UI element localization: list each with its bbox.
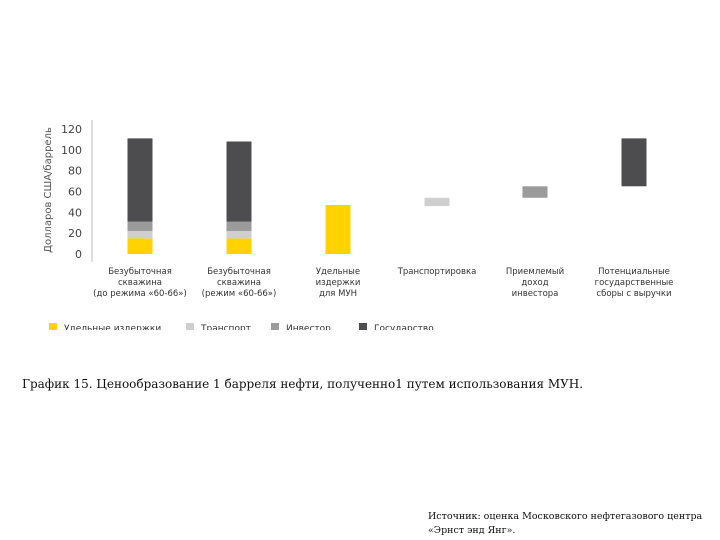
x-label-line: доход bbox=[521, 278, 548, 288]
x-label-line: Безубыточная bbox=[108, 267, 172, 277]
y-tick-label: 40 bbox=[68, 206, 82, 219]
x-label-line: (режим «60-66») bbox=[202, 289, 277, 299]
y-tick-label: 100 bbox=[61, 144, 82, 157]
legend-swatch bbox=[49, 323, 57, 330]
x-label-line: государственные bbox=[595, 278, 674, 288]
y-tick-label: 60 bbox=[68, 186, 82, 199]
x-category-label: Приемлемый доход инвестора bbox=[506, 267, 564, 299]
source-line: Источник: оценка Московского нефтегазово… bbox=[428, 511, 703, 522]
legend-label: Инвестор bbox=[286, 324, 331, 330]
x-label-line: инвестора bbox=[512, 289, 559, 299]
x-label-line: Потенциальные bbox=[598, 267, 670, 277]
x-category-label: Удельные издержки для МУН bbox=[316, 267, 361, 299]
y-tick-label: 20 bbox=[68, 227, 82, 240]
x-label-line: Безубыточная bbox=[207, 267, 271, 277]
x-category-label: Транспортировка bbox=[397, 267, 477, 277]
bar-segment bbox=[424, 197, 450, 207]
x-label-line: для МУН bbox=[319, 289, 357, 299]
bar-segment bbox=[522, 186, 548, 198]
bar-segment bbox=[226, 221, 252, 232]
legend-swatch bbox=[359, 323, 367, 330]
x-label-line: Транспортировка bbox=[397, 267, 477, 277]
legend-label: Удельные издержки bbox=[64, 324, 161, 330]
bar-segment bbox=[325, 205, 351, 254]
bar-chart: Долларов США/баррель 0 20 40 60 80 100 120 Без… bbox=[43, 120, 674, 330]
x-label-line: Приемлемый bbox=[506, 267, 564, 277]
legend-swatch bbox=[186, 323, 194, 330]
x-label-line: издержки bbox=[316, 278, 361, 288]
x-category-label: Безубыточная скважина (до режима «60-66») bbox=[93, 267, 187, 299]
bar-segment bbox=[226, 231, 252, 239]
y-tick-label: 80 bbox=[68, 165, 82, 178]
x-label-line: (до режима «60-66») bbox=[93, 289, 187, 299]
figure-caption: График 15. Ценообразование 1 барреля неф… bbox=[22, 377, 584, 391]
legend-swatch bbox=[271, 323, 279, 330]
x-label-line: скважина bbox=[217, 278, 261, 288]
y-axis-label: Долларов США/баррель bbox=[43, 127, 54, 253]
x-label-line: Удельные bbox=[316, 267, 360, 277]
source-note: Источник: оценка Московского нефтегазово… bbox=[428, 510, 713, 538]
y-tick-label: 0 bbox=[75, 248, 82, 261]
legend-label: Транспорт bbox=[200, 324, 251, 330]
bar-segment bbox=[127, 138, 153, 222]
x-category-label: Потенциальные государственные сборы с выру… bbox=[595, 267, 674, 299]
bar-segment bbox=[226, 238, 252, 254]
bar-segment bbox=[127, 221, 153, 232]
x-label-line: скважина bbox=[118, 278, 162, 288]
y-tick-label: 120 bbox=[61, 123, 82, 136]
x-label-line: сборы с выручки bbox=[596, 289, 671, 299]
x-category-label: Безубыточная скважина (режим «60-66») bbox=[202, 267, 277, 299]
bar-segment bbox=[127, 238, 153, 254]
legend-label: Государство bbox=[374, 324, 434, 330]
bar-segment bbox=[127, 231, 153, 239]
bar-segment bbox=[226, 141, 252, 222]
bar-segment bbox=[621, 138, 647, 187]
source-line: «Эрнст энд Янг». bbox=[428, 525, 516, 536]
